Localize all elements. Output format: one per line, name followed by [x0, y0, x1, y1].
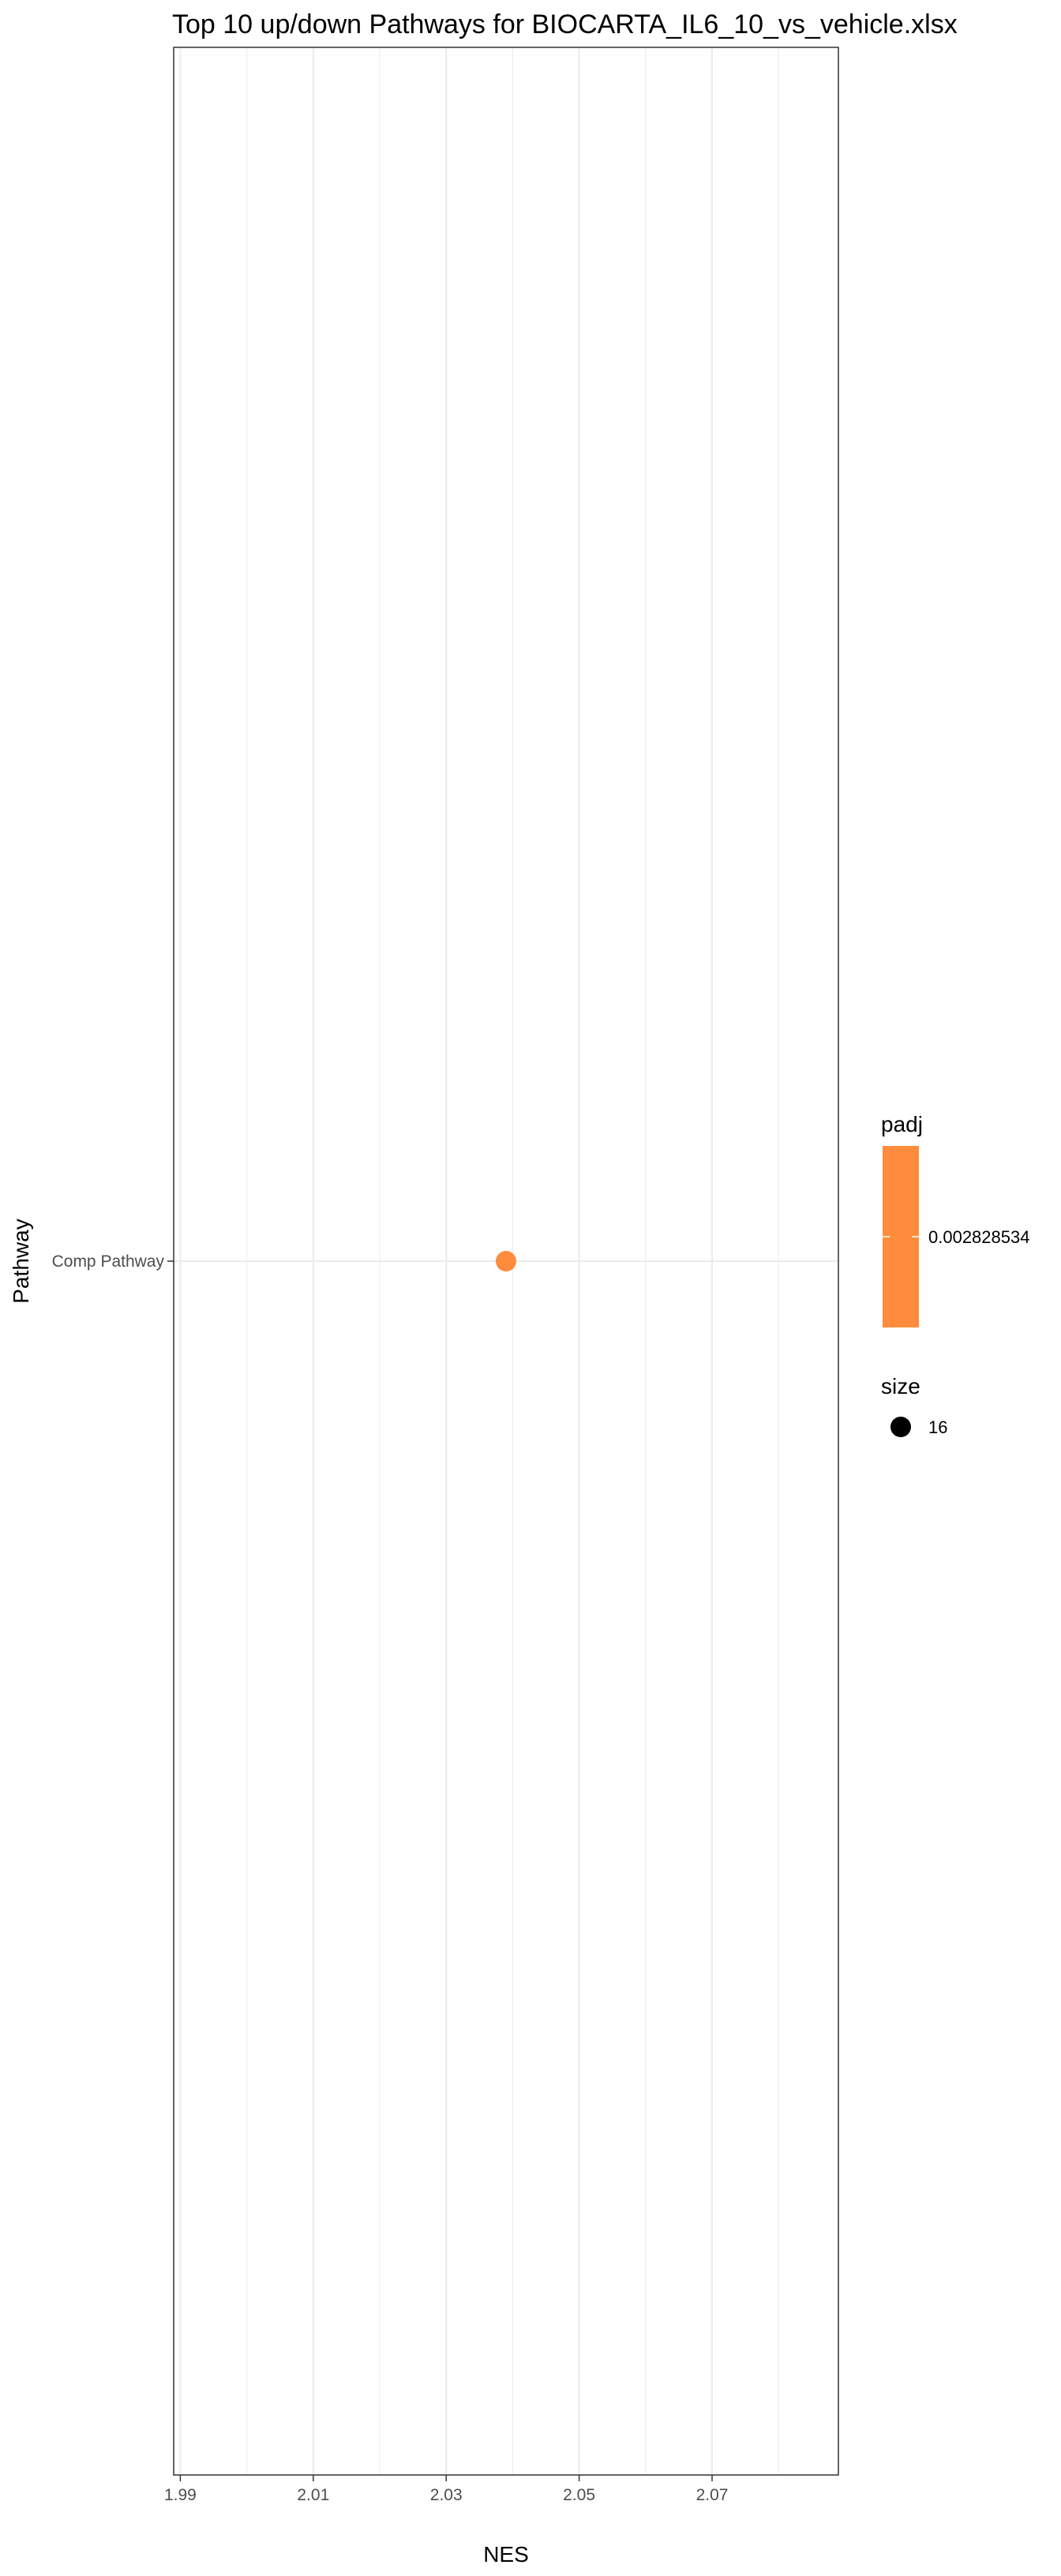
x-tick-label: 2.05 — [563, 2486, 595, 2504]
legend-size-title: size — [881, 1374, 920, 1398]
y-tick-label: Comp Pathway — [52, 1252, 165, 1271]
legend-color-title: padj — [881, 1112, 923, 1136]
y-axis: Comp Pathway — [52, 1252, 174, 1271]
data-points — [496, 1251, 516, 1271]
legend-size-key — [890, 1417, 911, 1437]
x-axis: 1.99 2.01 2.03 2.05 2.07 — [164, 2475, 728, 2504]
x-tick-label: 2.01 — [297, 2486, 329, 2504]
legend-color-label: 0.002828534 — [928, 1227, 1029, 1247]
x-tick-label: 2.07 — [696, 2486, 729, 2504]
data-point — [496, 1251, 516, 1271]
x-axis-title: NES — [483, 2542, 529, 2567]
x-tick-label: 1.99 — [164, 2486, 197, 2504]
y-axis-title: Pathway — [9, 1219, 33, 1303]
x-tick-label: 2.03 — [430, 2486, 463, 2504]
chart-title: Top 10 up/down Pathways for BIOCARTA_IL6… — [172, 9, 958, 39]
legend: padj 0.002828534 size 16 — [881, 1112, 1029, 1437]
legend-size-label: 16 — [928, 1417, 947, 1437]
